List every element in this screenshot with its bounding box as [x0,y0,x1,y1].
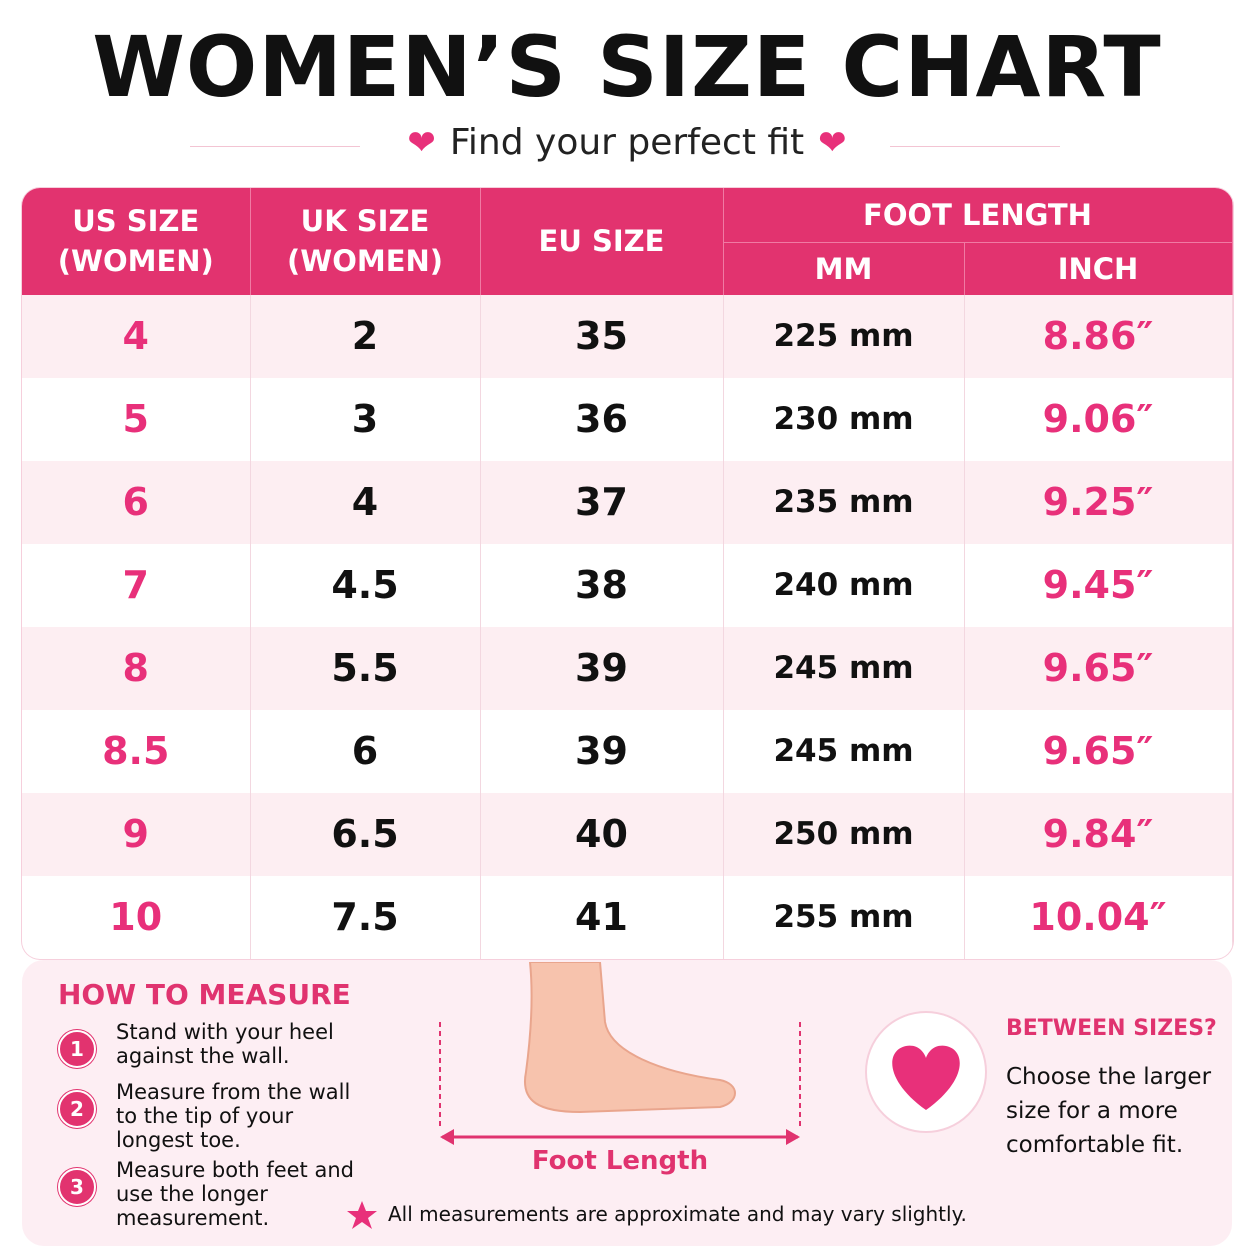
table-cell: 225 mm [723,294,965,378]
table-row: 8 5.5 39 245 mm 9.65″ [22,626,1233,710]
tip-text: Choose the larger size for a more comfor… [1006,1064,1212,1158]
rule [890,146,1060,147]
column-header: US SIZE (WOMEN) [22,188,251,295]
table-cell: 245 mm [723,709,965,793]
table-row: 10 7.5 41 255 mm 10.04″ [22,875,1233,959]
table-cell: 7 [22,543,251,627]
step-number: 2 [58,1090,96,1128]
tip-title: BETWEEN SIZES? [1006,1016,1217,1041]
column-header: INCH [964,241,1233,295]
table-cell: 8.86″ [964,294,1233,378]
table-cell: 38 [480,543,724,627]
table-row: 6 4 37 235 mm 9.25″ [22,460,1233,544]
table-cell: 2 [250,294,481,378]
step-text: Measure both feet and use the longer mea… [116,1158,354,1230]
step-number: 1 [58,1030,96,1068]
foot-label: Foot Length [531,1146,709,1176]
table-cell: 3 [250,377,481,461]
heart-badge [865,1011,987,1133]
column-header: MM [723,241,965,295]
size-table: US SIZE (WOMEN) UK SIZE (WOMEN) EU SIZE … [22,188,1233,959]
table-cell: 37 [480,460,724,544]
table-cell: 39 [480,709,724,793]
table-cell: 9.45″ [964,543,1233,627]
table-cell: 250 mm [723,792,965,876]
foot [523,962,736,1114]
table-cell: 245 mm [723,626,965,710]
table-cell: 6.5 [250,792,481,876]
table-cell: 5 [22,377,251,461]
step-number: 3 [58,1168,96,1206]
foot-diagram [439,962,801,1145]
title: WOMEN’S SIZE CHART [92,18,1162,116]
step-text: Stand with your heel against the wall. [116,1020,334,1068]
table-cell: 9.25″ [964,460,1233,544]
table-cell: 10 [22,875,251,959]
table-row: 7 4.5 38 240 mm 9.45″ [22,543,1233,627]
table-cell: 7.5 [250,875,481,959]
table-cell: 8 [22,626,251,710]
table-cell: 8.5 [22,709,251,793]
table-cell: 39 [480,626,724,710]
table-row: 5 3 36 230 mm 9.06″ [22,377,1233,461]
table-cell: 40 [480,792,724,876]
table-cell: 9.84″ [964,792,1233,876]
table-cell: 235 mm [723,460,965,544]
table-row: 8.5 6 39 245 mm 9.65″ [22,709,1233,793]
table-cell: 9.06″ [964,377,1233,461]
table-cell: 4.5 [250,543,481,627]
table-cell: 6 [22,460,251,544]
table-row: 4 2 35 225 mm 8.86″ [22,294,1233,378]
table-cell: 255 mm [723,875,965,959]
footnote: All measurements are approximate and may… [388,1202,967,1226]
table-cell: 5.5 [250,626,481,710]
table-cell: 9.65″ [964,709,1233,793]
table-cell: 230 mm [723,377,965,461]
measure-title: HOW TO MEASURE [58,978,351,1011]
subtitle-row: ❤ Find your perfect fit ❤ [407,122,847,163]
column-header: UK SIZE (WOMEN) [250,188,481,295]
table-cell: 41 [480,875,724,959]
table-cell: 9.65″ [964,626,1233,710]
table-cell: 10.04″ [964,875,1233,959]
column-header: EU SIZE [480,188,724,295]
table-cell: 6 [250,709,481,793]
group-header: FOOT LENGTH [723,188,1233,242]
subtitle: Find your perfect fit [449,122,805,163]
table-row: 9 6.5 40 250 mm 9.84″ [22,792,1233,876]
table-cell: 4 [22,294,251,378]
table-cell: 240 mm [723,543,965,627]
step-text: Measure from the wall to the tip of your… [116,1080,351,1152]
table-cell: 36 [480,377,724,461]
table-cell: 9 [22,792,251,876]
rule [190,146,360,147]
star-icon [347,1201,377,1229]
table-cell: 4 [250,460,481,544]
table-cell: 35 [480,294,724,378]
table-body: 4 2 35 225 mm 8.86″ 5 3 36 230 mm 9.06″ 6 4 37 235 mm… [22,294,1233,959]
